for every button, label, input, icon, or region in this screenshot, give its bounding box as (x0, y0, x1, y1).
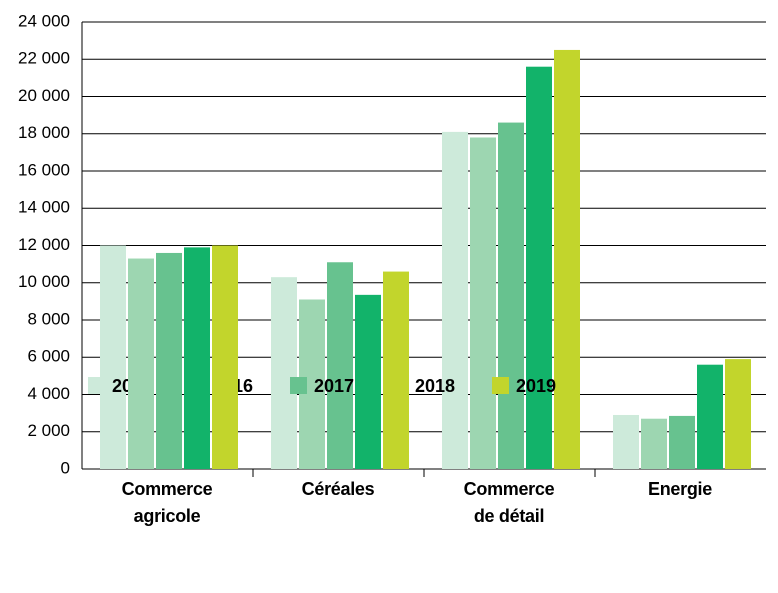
x-tick-label: Céréales (301, 479, 375, 499)
bar (212, 245, 238, 469)
y-tick-label: 4 000 (27, 384, 70, 403)
legend-swatch (88, 377, 105, 394)
legend-swatch (290, 377, 307, 394)
x-tick-label: Commerce agricole (121, 479, 213, 526)
bar (271, 277, 297, 469)
y-tick-label: 10 000 (18, 272, 70, 291)
y-tick-label: 16 000 (18, 160, 70, 179)
y-tick-label: 2 000 (27, 421, 70, 440)
y-tick-label: 24 000 (18, 11, 70, 30)
bar (327, 262, 353, 469)
bar (355, 294, 381, 469)
legend-swatch (492, 377, 509, 394)
bar (128, 258, 154, 469)
y-tick-label: 18 000 (18, 123, 70, 142)
y-tick-label: 20 000 (18, 86, 70, 105)
y-tick-label: 8 000 (27, 309, 70, 328)
bar (697, 364, 723, 469)
y-tick-label: 22 000 (18, 49, 70, 68)
bar (383, 271, 409, 469)
x-tick-label: Commerce de détail (463, 479, 555, 526)
legend-label: 2018 (415, 376, 455, 396)
y-tick-label: 6 000 (27, 347, 70, 366)
bar (641, 418, 667, 469)
bar (156, 252, 182, 469)
bar (442, 131, 468, 469)
bar (669, 415, 695, 469)
legend-label: 2017 (314, 376, 354, 396)
y-tick-label: 12 000 (18, 235, 70, 254)
bar (498, 122, 524, 469)
y-tick-label: 0 (61, 458, 70, 477)
bar (100, 245, 126, 469)
bar (470, 137, 496, 469)
x-tick-label: Energie (648, 479, 712, 499)
bar (554, 49, 580, 469)
bar (613, 414, 639, 469)
legend-label: 2019 (516, 376, 556, 396)
bar (526, 66, 552, 469)
y-tick-label: 14 000 (18, 198, 70, 217)
bar (725, 359, 751, 469)
bar (184, 247, 210, 469)
